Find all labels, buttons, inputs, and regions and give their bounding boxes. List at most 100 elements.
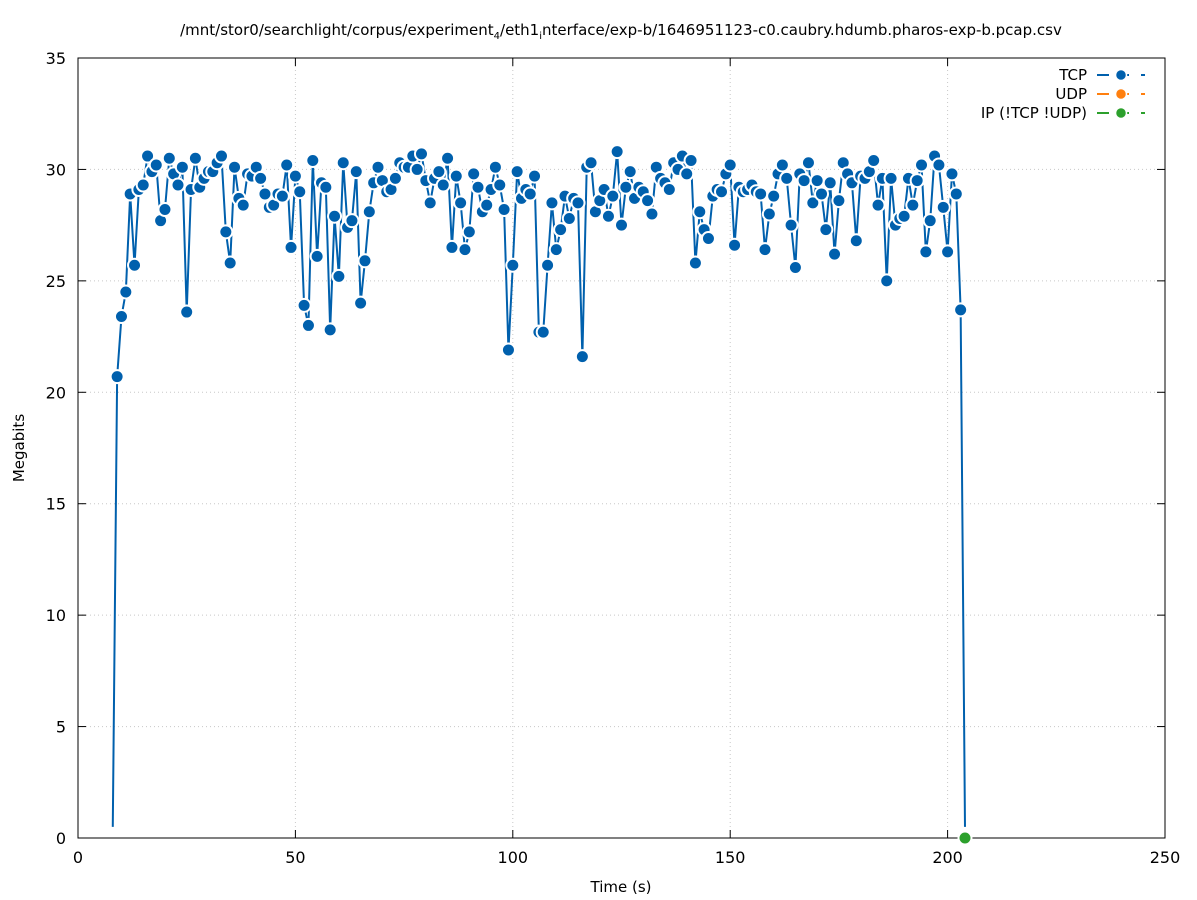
data-point [331, 268, 347, 284]
axes [77, 57, 1166, 839]
title-part-2: /eth1 [500, 21, 539, 39]
data-point [327, 208, 343, 224]
data-point [274, 188, 290, 204]
data-point [135, 177, 151, 193]
data-point [227, 159, 243, 175]
data-point [814, 186, 830, 202]
y-axis-label: Megabits [10, 414, 28, 482]
data-point [127, 257, 143, 273]
data-point [361, 204, 377, 220]
data-point [809, 173, 825, 189]
data-point [679, 166, 695, 182]
data-point [444, 239, 460, 255]
data-point [831, 193, 847, 209]
data-point [257, 186, 273, 202]
data-point [348, 164, 364, 180]
title-subscript-2: i [539, 31, 542, 42]
x-tick-label: 250 [1150, 848, 1181, 867]
data-point [235, 197, 251, 213]
data-point [779, 170, 795, 186]
data-point [644, 206, 660, 222]
data-point [461, 224, 477, 240]
data-point [640, 193, 656, 209]
data-point [805, 195, 821, 211]
data-point [796, 173, 812, 189]
data-point [766, 188, 782, 204]
y-tick-label: 20 [46, 383, 66, 402]
data-point [253, 170, 269, 186]
data-point [761, 206, 777, 222]
data-point [896, 208, 912, 224]
data-point [618, 179, 634, 195]
data-point [179, 304, 195, 320]
legend-label: IP (!TCP !UDP) [981, 104, 1087, 122]
data-point [783, 217, 799, 233]
x-tick-label: 200 [932, 848, 963, 867]
series-layer [109, 144, 973, 846]
data-point [279, 157, 295, 173]
x-tick-label: 0 [73, 848, 83, 867]
chart-title: /mnt/stor0/searchlight/corpus/experiment… [180, 21, 1062, 42]
data-point [409, 161, 425, 177]
ticks [77, 57, 1166, 839]
data-point [292, 184, 308, 200]
data-point [540, 257, 556, 273]
data-point [213, 148, 229, 164]
series-1 [109, 144, 969, 827]
data-point [818, 222, 834, 238]
data-point [953, 302, 969, 318]
data-point [527, 168, 543, 184]
y-tick-label: 30 [46, 160, 66, 179]
data-point [922, 213, 938, 229]
data-point [453, 195, 469, 211]
data-point [661, 181, 677, 197]
data-point [344, 213, 360, 229]
data-point [553, 222, 569, 238]
y-tick-label: 15 [46, 495, 66, 514]
data-point [487, 159, 503, 175]
data-point [548, 242, 564, 258]
data-point [570, 195, 586, 211]
data-point [118, 284, 134, 300]
data-point [470, 179, 486, 195]
data-point [492, 177, 508, 193]
title-part-3: nterface/exp-b/1646951123-c0.caubry.hdum… [542, 21, 1062, 39]
data-point [335, 155, 351, 171]
series-3 [957, 830, 973, 846]
data-point [561, 210, 577, 226]
data-point [918, 244, 934, 260]
data-point [609, 144, 625, 160]
title-part-1: /mnt/stor0/searchlight/corpus/experiment [180, 21, 494, 39]
x-axis-label: Time (s) [590, 878, 652, 896]
data-point [583, 155, 599, 171]
y-tick-label: 25 [46, 272, 66, 291]
data-point [827, 246, 843, 262]
data-point [157, 202, 173, 218]
data-point [605, 188, 621, 204]
title-subscript-1: 4 [494, 31, 500, 42]
y-tick-label: 35 [46, 49, 66, 68]
data-point [500, 342, 516, 358]
data-point [174, 159, 190, 175]
data-point [687, 255, 703, 271]
data-point [535, 324, 551, 340]
data-point [948, 186, 964, 202]
data-point [287, 168, 303, 184]
data-point [218, 224, 234, 240]
data-point [431, 164, 447, 180]
data-point [935, 199, 951, 215]
data-point [296, 297, 312, 313]
y-tick-label: 0 [56, 829, 66, 848]
data-point [170, 177, 186, 193]
data-point [692, 204, 708, 220]
data-point [505, 257, 521, 273]
data-point [700, 231, 716, 247]
data-point [544, 195, 560, 211]
y-tick-label: 10 [46, 606, 66, 625]
data-point [957, 830, 973, 846]
data-point [714, 184, 730, 200]
data-point [909, 173, 925, 189]
data-point [774, 157, 790, 173]
plot-frame [77, 57, 1166, 839]
